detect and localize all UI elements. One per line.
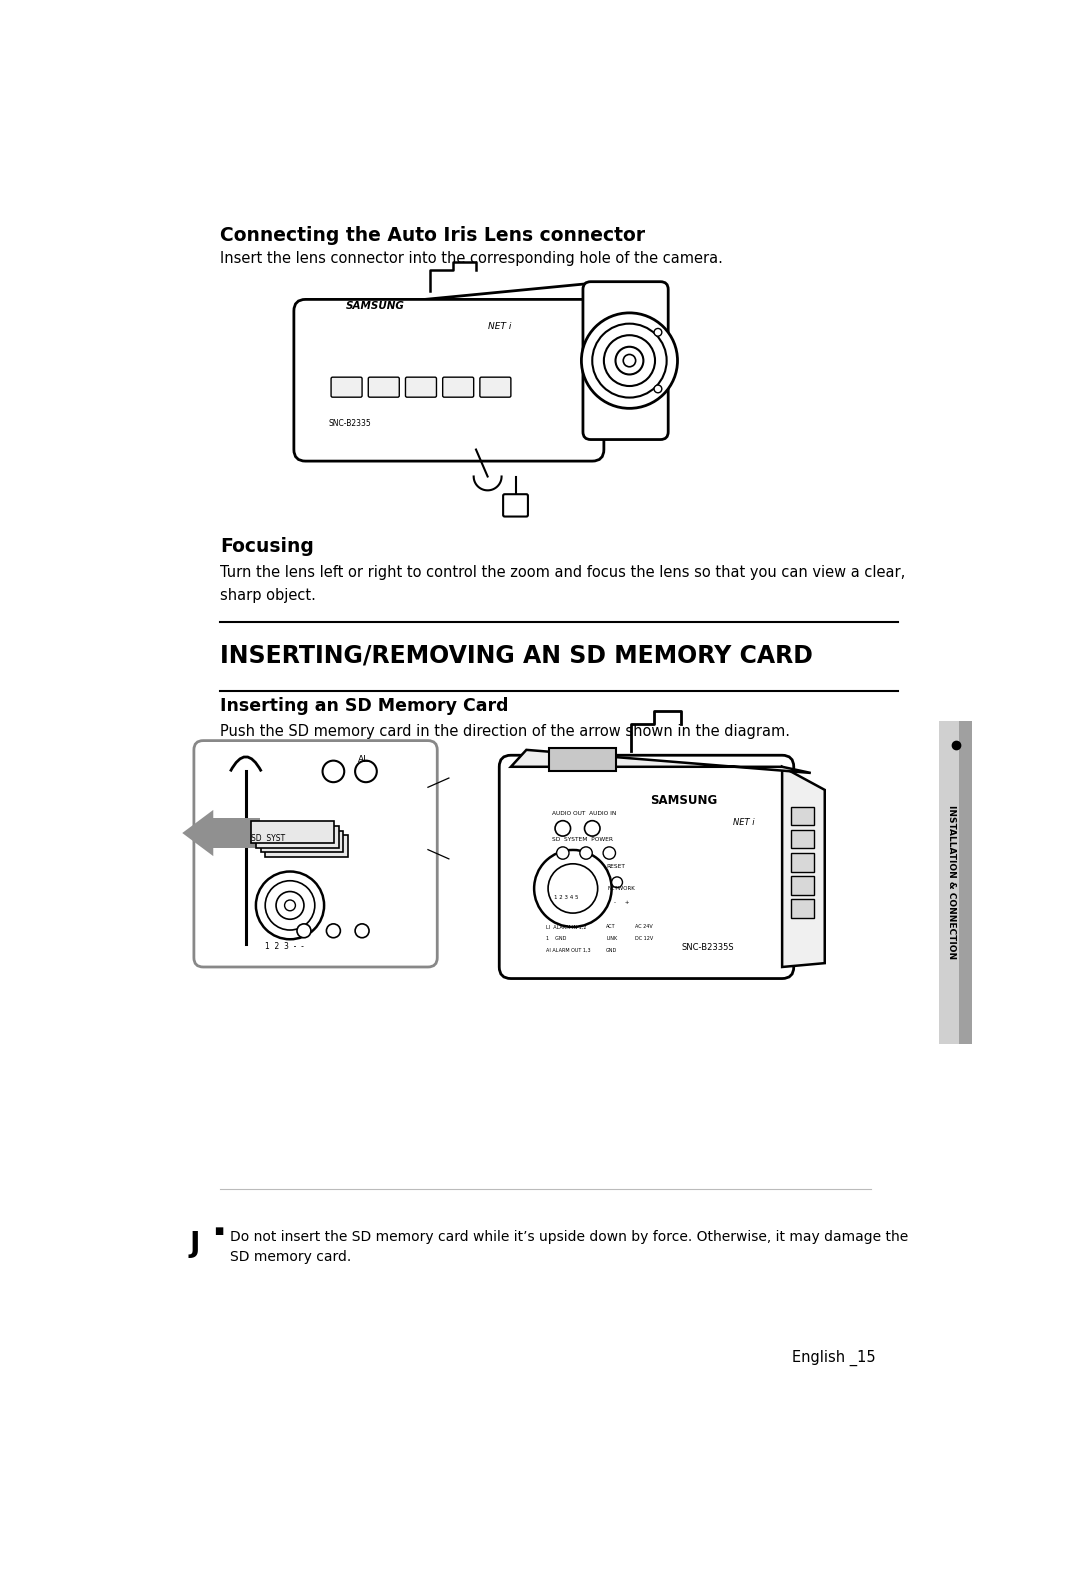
Circle shape bbox=[584, 820, 600, 836]
Circle shape bbox=[355, 924, 369, 938]
FancyBboxPatch shape bbox=[256, 826, 339, 848]
FancyBboxPatch shape bbox=[791, 877, 814, 894]
Circle shape bbox=[616, 347, 644, 374]
Text: J: J bbox=[189, 1230, 200, 1258]
Text: Do not insert the SD memory card while it’s upside down by force. Otherwise, it : Do not insert the SD memory card while i… bbox=[230, 1230, 908, 1265]
Circle shape bbox=[654, 328, 662, 336]
Text: RESET: RESET bbox=[606, 864, 625, 869]
FancyBboxPatch shape bbox=[499, 756, 794, 979]
Circle shape bbox=[355, 760, 377, 782]
Circle shape bbox=[535, 850, 611, 927]
Text: Push the SD memory card in the direction of the arrow shown in the diagram.: Push the SD memory card in the direction… bbox=[220, 724, 791, 738]
Text: SNC-B2335S: SNC-B2335S bbox=[681, 943, 734, 952]
FancyBboxPatch shape bbox=[503, 495, 528, 517]
Text: SD  SYSTEM  POWER: SD SYSTEM POWER bbox=[552, 837, 613, 842]
Text: -     +: - + bbox=[613, 900, 630, 905]
Text: LINK: LINK bbox=[606, 936, 618, 941]
Circle shape bbox=[284, 900, 296, 911]
Circle shape bbox=[604, 335, 656, 386]
Text: Focusing: Focusing bbox=[220, 537, 314, 556]
Circle shape bbox=[580, 847, 592, 859]
Circle shape bbox=[603, 847, 616, 859]
FancyBboxPatch shape bbox=[252, 822, 334, 844]
Text: GND: GND bbox=[606, 947, 618, 952]
Text: Inserting an SD Memory Card: Inserting an SD Memory Card bbox=[220, 698, 509, 715]
FancyBboxPatch shape bbox=[368, 377, 400, 397]
FancyBboxPatch shape bbox=[266, 836, 348, 856]
Text: DC 12V: DC 12V bbox=[635, 936, 653, 941]
Circle shape bbox=[548, 864, 597, 913]
FancyBboxPatch shape bbox=[294, 300, 604, 462]
FancyBboxPatch shape bbox=[791, 829, 814, 848]
Text: NETWORK: NETWORK bbox=[608, 886, 635, 891]
FancyBboxPatch shape bbox=[205, 818, 260, 848]
Circle shape bbox=[654, 385, 662, 393]
Circle shape bbox=[276, 891, 303, 919]
Text: ■: ■ bbox=[214, 1225, 224, 1236]
Text: AC 24V: AC 24V bbox=[635, 924, 652, 930]
Polygon shape bbox=[183, 811, 213, 856]
Text: NET i: NET i bbox=[488, 322, 511, 331]
Circle shape bbox=[297, 924, 311, 938]
Text: SNC-B2335: SNC-B2335 bbox=[328, 419, 372, 429]
FancyBboxPatch shape bbox=[791, 853, 814, 872]
Text: LI  ALARM IN 1,2: LI ALARM IN 1,2 bbox=[545, 924, 586, 930]
Text: AUDIO OUT  AUDIO IN: AUDIO OUT AUDIO IN bbox=[552, 811, 617, 815]
Text: AL: AL bbox=[359, 754, 369, 764]
FancyBboxPatch shape bbox=[443, 377, 474, 397]
FancyBboxPatch shape bbox=[332, 377, 362, 397]
Text: ACT: ACT bbox=[606, 924, 616, 930]
Text: 1    GND: 1 GND bbox=[545, 936, 566, 941]
Text: INSERTING/REMOVING AN SD MEMORY CARD: INSERTING/REMOVING AN SD MEMORY CARD bbox=[220, 644, 813, 668]
Text: NET i: NET i bbox=[733, 817, 755, 826]
FancyBboxPatch shape bbox=[549, 748, 617, 771]
Text: INSTALLATION & CONNECTION: INSTALLATION & CONNECTION bbox=[947, 806, 956, 960]
FancyBboxPatch shape bbox=[480, 377, 511, 397]
Text: 1  2  3  -  -: 1 2 3 - - bbox=[266, 941, 305, 950]
Circle shape bbox=[323, 760, 345, 782]
Text: Connecting the Auto Iris Lens connector: Connecting the Auto Iris Lens connector bbox=[220, 226, 646, 245]
Circle shape bbox=[326, 924, 340, 938]
Circle shape bbox=[611, 877, 622, 888]
Text: 1 2 3 4 5: 1 2 3 4 5 bbox=[554, 895, 578, 900]
Text: SAMSUNG: SAMSUNG bbox=[346, 300, 405, 311]
FancyBboxPatch shape bbox=[583, 281, 669, 440]
Text: SAMSUNG: SAMSUNG bbox=[650, 793, 717, 807]
Polygon shape bbox=[782, 767, 825, 968]
Text: Turn the lens left or right to control the zoom and focus the lens so that you c: Turn the lens left or right to control t… bbox=[220, 566, 905, 603]
FancyBboxPatch shape bbox=[260, 831, 343, 851]
Polygon shape bbox=[306, 283, 592, 449]
FancyBboxPatch shape bbox=[405, 377, 436, 397]
Circle shape bbox=[581, 313, 677, 408]
Circle shape bbox=[555, 820, 570, 836]
Circle shape bbox=[556, 847, 569, 859]
FancyBboxPatch shape bbox=[940, 721, 972, 1045]
Circle shape bbox=[592, 324, 666, 397]
FancyBboxPatch shape bbox=[194, 740, 437, 968]
Text: English _15: English _15 bbox=[792, 1349, 875, 1365]
Circle shape bbox=[623, 355, 636, 366]
Text: Insert the lens connector into the corresponding hole of the camera.: Insert the lens connector into the corre… bbox=[220, 251, 724, 265]
Polygon shape bbox=[511, 749, 811, 773]
Text: SD  SYST: SD SYST bbox=[252, 834, 285, 842]
Text: AI ALARM OUT 1,3: AI ALARM OUT 1,3 bbox=[545, 947, 591, 952]
Circle shape bbox=[256, 872, 324, 939]
FancyBboxPatch shape bbox=[959, 721, 972, 1045]
FancyBboxPatch shape bbox=[791, 807, 814, 825]
FancyBboxPatch shape bbox=[791, 899, 814, 917]
Circle shape bbox=[266, 881, 314, 930]
